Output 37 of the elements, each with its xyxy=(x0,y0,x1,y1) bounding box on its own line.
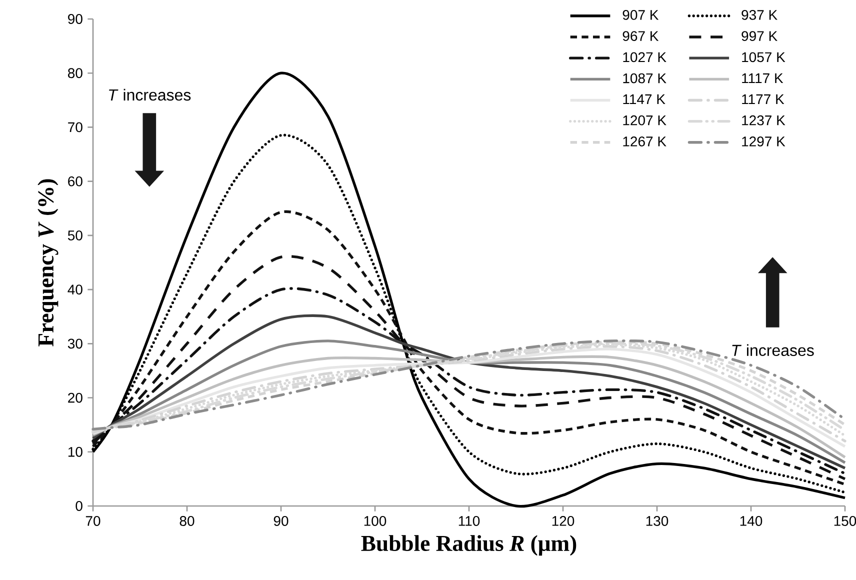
x-tick-label: 110 xyxy=(458,516,480,526)
y-tick-label: 0 xyxy=(76,501,82,511)
y-tick-label: 60 xyxy=(68,176,82,186)
legend-label: 1237 K xyxy=(742,115,786,126)
y-axis-title: Frequency V (%) xyxy=(38,179,58,346)
legend-label: 1267 K xyxy=(623,136,666,146)
legend-label: 1207 K xyxy=(623,115,666,126)
legend-label: 1177 K xyxy=(742,94,784,104)
x-axis-title: Bubble Radius R (μm) xyxy=(361,535,576,556)
legend-label: 1027 K xyxy=(623,52,666,62)
legend-label: 1087 K xyxy=(623,73,666,84)
legend-label: 1057 K xyxy=(742,52,786,62)
annotation: T increases xyxy=(109,88,191,101)
y-tick-label: 30 xyxy=(68,338,82,349)
x-tick-label: 90 xyxy=(274,516,288,526)
x-tick-label: 140 xyxy=(740,516,762,526)
legend-label: 907 K xyxy=(622,10,659,20)
legend-label: 937 K xyxy=(742,10,778,20)
legend-label: 1117 K xyxy=(742,73,784,84)
y-tick-label: 40 xyxy=(68,284,82,295)
legend-label: 967 K xyxy=(622,31,659,42)
y-tick-label: 70 xyxy=(68,122,82,132)
x-tick-label: 120 xyxy=(552,516,574,526)
x-tick-label: 80 xyxy=(180,516,194,526)
y-tick-label: 80 xyxy=(68,68,82,78)
legend-label: 1297 K xyxy=(742,136,786,146)
y-tick-label: 50 xyxy=(68,230,82,240)
annotation: T increases xyxy=(732,344,814,356)
x-tick-label: 130 xyxy=(646,516,668,526)
legend-label: 1147 K xyxy=(623,94,666,104)
y-tick-label: 10 xyxy=(68,446,82,457)
x-tick-label: 100 xyxy=(364,516,386,526)
x-tick-label: 150 xyxy=(834,516,856,526)
legend-label: 997 K xyxy=(742,31,778,42)
y-tick-label: 90 xyxy=(68,14,82,24)
x-tick-label: 70 xyxy=(86,516,100,526)
y-tick-label: 20 xyxy=(68,392,82,403)
